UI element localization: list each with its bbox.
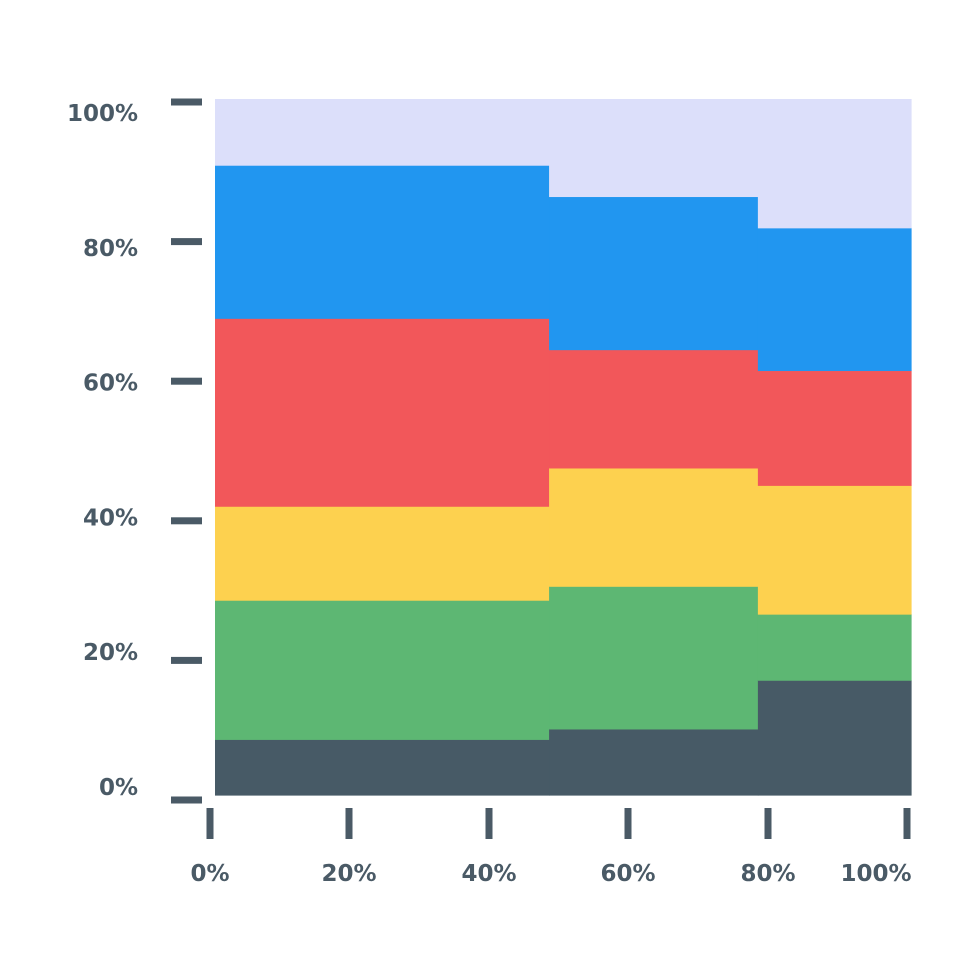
x-tick-mark bbox=[624, 808, 632, 839]
segment-col2-series1 bbox=[549, 728, 759, 796]
x-tick-label: 100% bbox=[840, 861, 911, 887]
segment-col1-series4 bbox=[215, 318, 550, 507]
y-tick-mark bbox=[171, 98, 202, 106]
y-tick-label: 100% bbox=[67, 101, 138, 127]
segment-col1-series5 bbox=[215, 165, 550, 319]
segment-col3-series3 bbox=[757, 485, 912, 615]
segment-col2-series2 bbox=[549, 586, 759, 730]
x-tick-mark bbox=[345, 808, 353, 839]
segment-col3-series1 bbox=[757, 680, 912, 796]
y-tick-label: 60% bbox=[83, 371, 138, 397]
segment-col2-series3 bbox=[549, 467, 759, 587]
y-tick-mark bbox=[171, 517, 202, 525]
segment-col2-series6 bbox=[549, 99, 759, 198]
y-tick-label: 80% bbox=[83, 236, 138, 262]
y-tick-label: 20% bbox=[83, 640, 138, 666]
segment-col1-series2 bbox=[215, 600, 550, 740]
y-tick-mark bbox=[171, 796, 202, 804]
segment-col2-series5 bbox=[549, 196, 759, 351]
y-tick-label: 40% bbox=[83, 505, 138, 531]
y-tick-mark bbox=[171, 377, 202, 385]
segment-col1-series3 bbox=[215, 506, 550, 601]
x-tick-label: 60% bbox=[600, 861, 655, 887]
x-tick-mark bbox=[206, 808, 214, 839]
x-tick-mark bbox=[903, 808, 911, 839]
plot-area bbox=[215, 99, 912, 796]
x-tick-label: 0% bbox=[190, 861, 229, 887]
x-tick-label: 40% bbox=[461, 861, 516, 887]
segment-col3-series5 bbox=[757, 227, 912, 372]
segment-col2-series4 bbox=[549, 349, 759, 469]
x-tick-label: 20% bbox=[321, 861, 376, 887]
y-axis: 0% 20% 40% 60% 80% 100% bbox=[67, 98, 202, 804]
y-tick-label: 0% bbox=[99, 775, 138, 801]
segment-col1-series6 bbox=[215, 99, 550, 166]
x-tick-label: 80% bbox=[740, 861, 795, 887]
x-axis: 0% 20% 40% 60% 80% 100% bbox=[190, 808, 912, 887]
y-tick-mark bbox=[171, 238, 202, 246]
segment-col1-series1 bbox=[215, 739, 550, 796]
segment-col3-series4 bbox=[757, 370, 912, 486]
x-tick-mark bbox=[485, 808, 493, 839]
x-tick-mark bbox=[764, 808, 772, 839]
segment-col3-series6 bbox=[757, 99, 912, 229]
segment-col3-series2 bbox=[757, 614, 912, 681]
y-tick-mark bbox=[171, 656, 202, 664]
